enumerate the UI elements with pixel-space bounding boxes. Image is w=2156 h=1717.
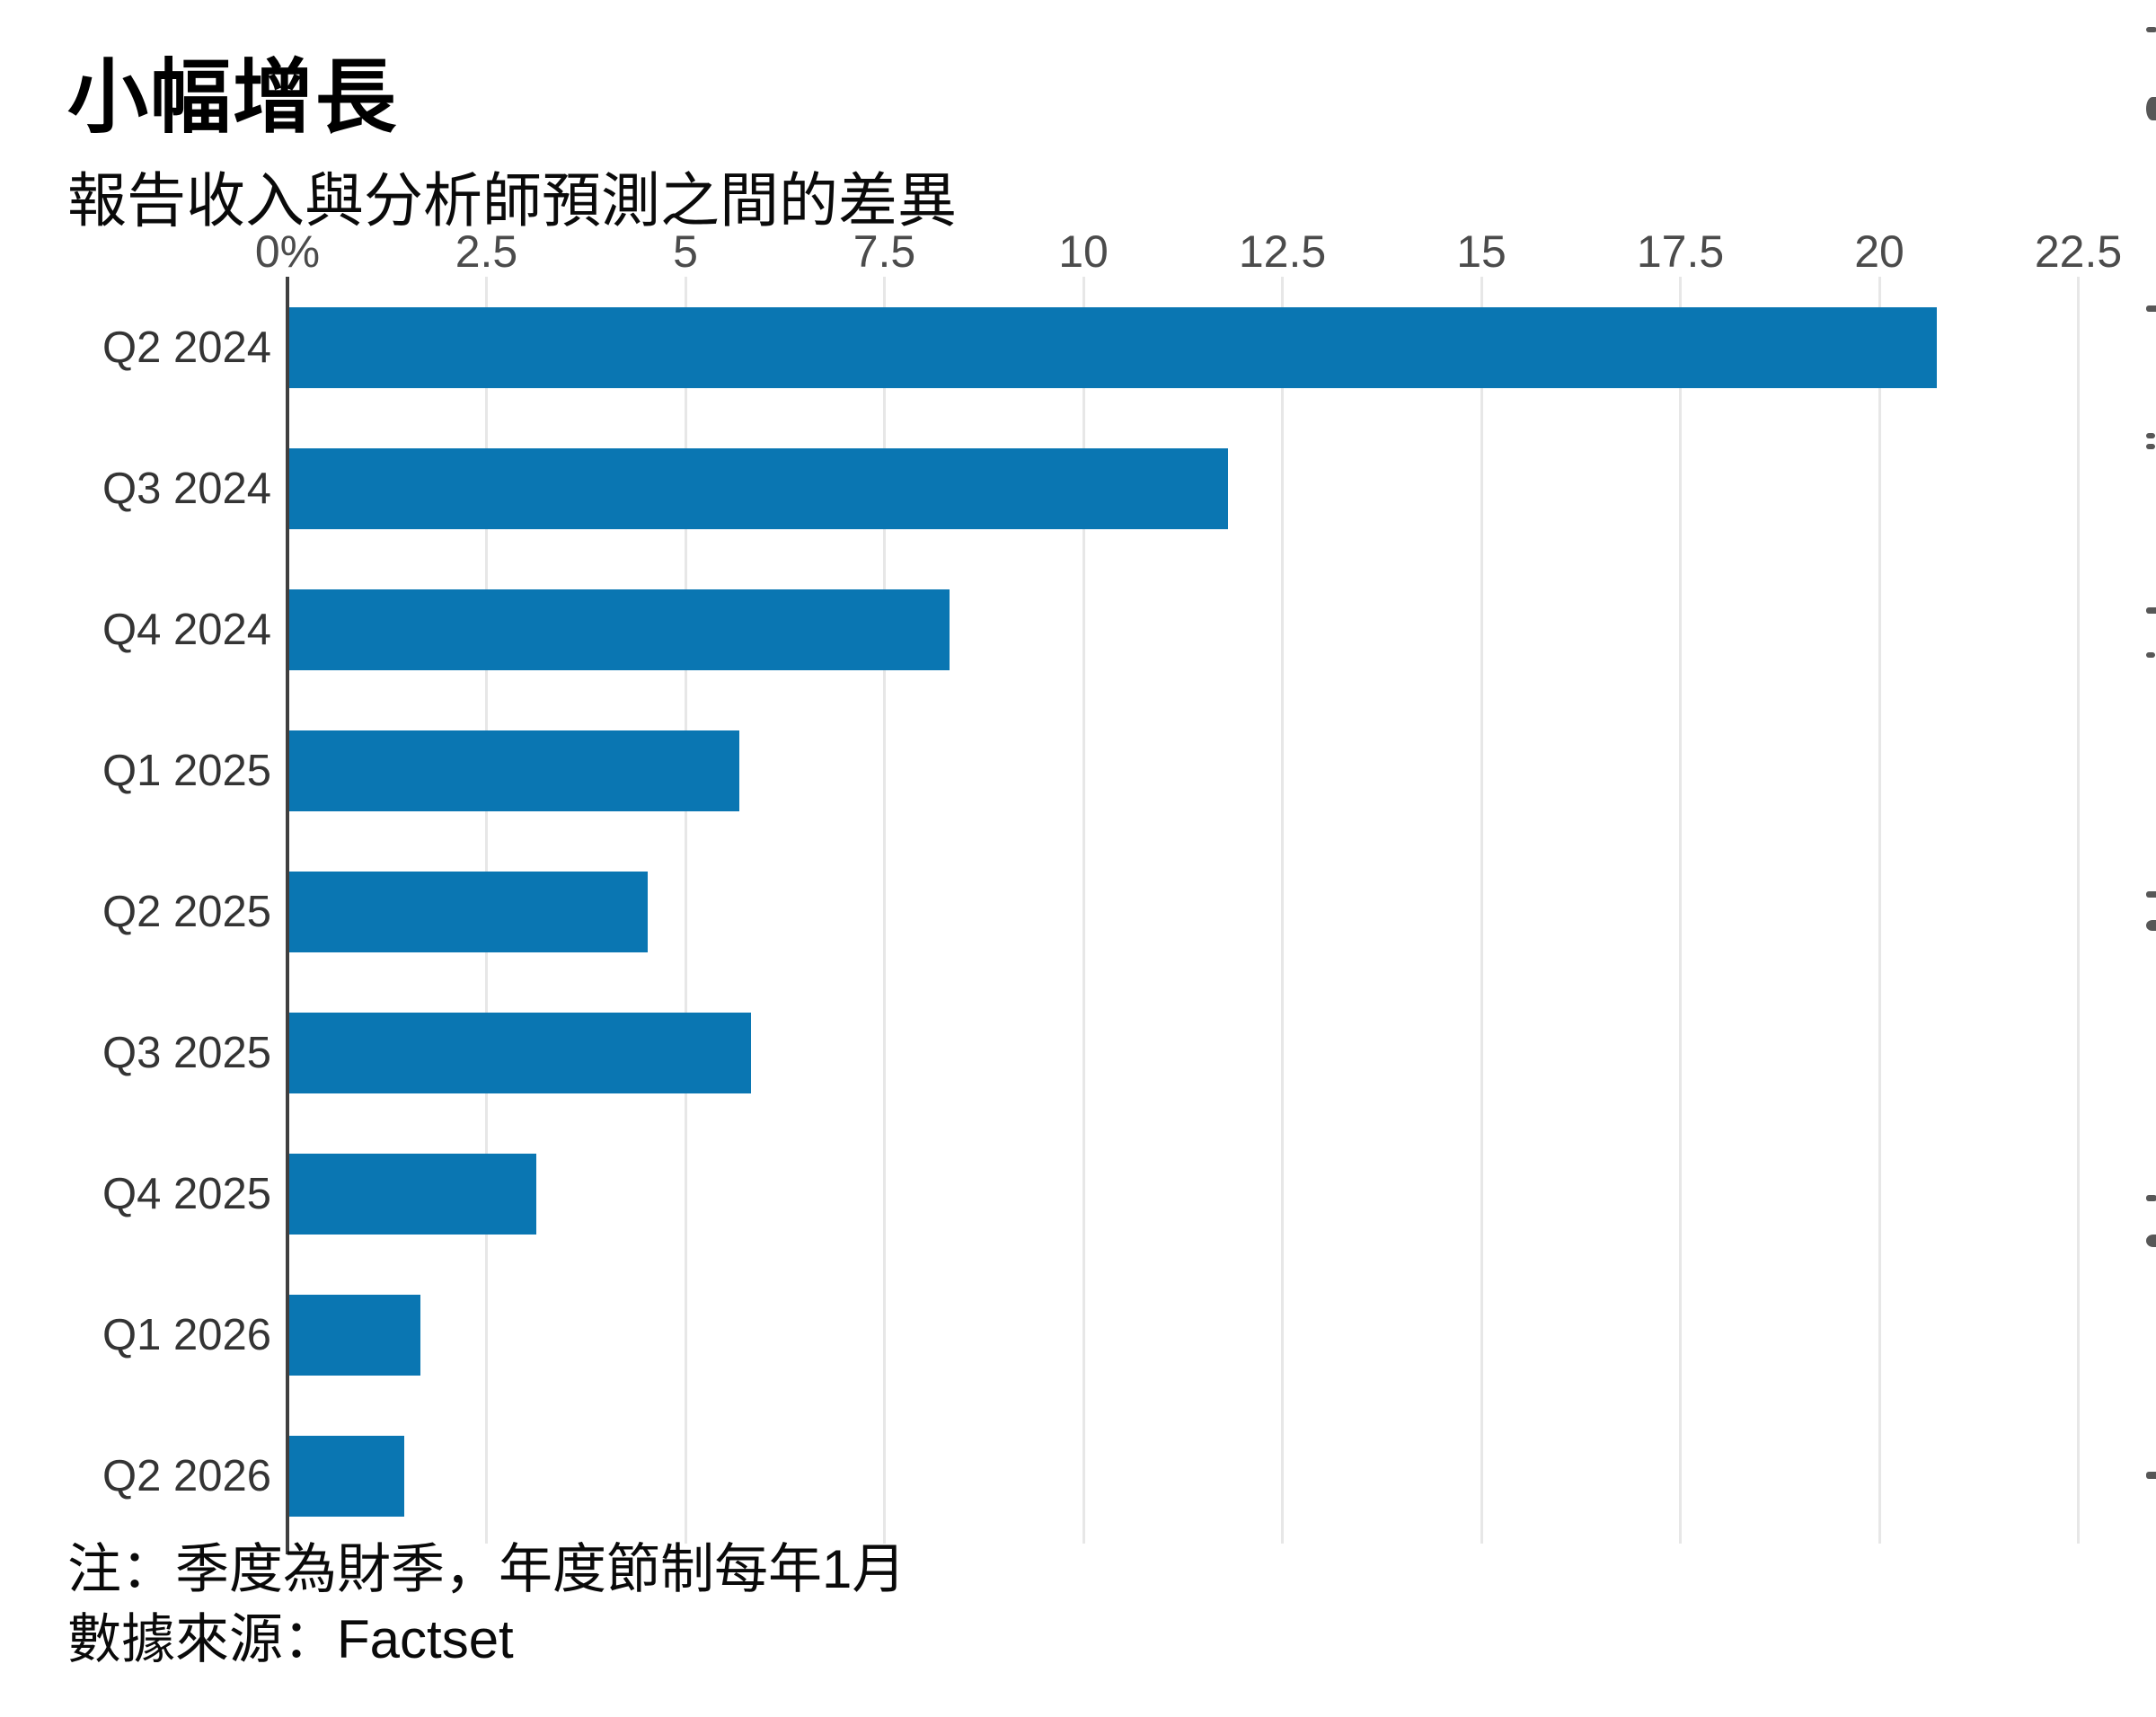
x-tick-label: 20 [1854, 226, 1904, 277]
category-label: Q2 2025 [102, 888, 271, 936]
category-label: Q1 2025 [102, 747, 271, 795]
x-tick-label: 5 [673, 226, 698, 277]
x-tick-label: 15 [1456, 226, 1507, 277]
edge-artifact [2146, 27, 2156, 32]
bar-q4-2024 [289, 589, 950, 670]
gridline [1480, 277, 1483, 1544]
edge-artifact [2146, 891, 2156, 898]
gridline [2077, 277, 2080, 1544]
chart-title: 小幅增長 [67, 53, 398, 143]
category-label: Q2 2024 [102, 323, 271, 372]
category-label: Q2 2026 [102, 1452, 271, 1500]
bar-q2-2026 [289, 1436, 404, 1517]
edge-artifact [2146, 433, 2155, 438]
x-tick-label: 12.5 [1238, 226, 1327, 277]
edge-artifact [2146, 444, 2155, 449]
category-label: Q4 2025 [102, 1170, 271, 1218]
chart-subtitle: 報告收入與分析師預測之間的差異 [67, 167, 957, 234]
gridline [1878, 277, 1881, 1544]
category-label: Q3 2024 [102, 465, 271, 513]
edge-artifact [2146, 1195, 2156, 1201]
gridline [883, 277, 886, 1544]
gridline [1281, 277, 1284, 1544]
x-tick-label: 17.5 [1636, 226, 1725, 277]
zero-axis-line [286, 277, 289, 1554]
x-tick-label: 7.5 [853, 226, 916, 277]
gridline [1082, 277, 1085, 1544]
x-tick-label: 22.5 [2034, 226, 2123, 277]
bar-q1-2026 [289, 1295, 420, 1376]
chart-source: 數據來源：Factset [67, 1609, 514, 1669]
bar-q2-2024 [289, 307, 1937, 388]
x-tick-label: 10 [1058, 226, 1109, 277]
gridline [1679, 277, 1682, 1544]
edge-artifact [2146, 97, 2156, 120]
edge-artifact [2146, 1472, 2156, 1479]
edge-artifact [2146, 305, 2156, 312]
x-tick-label: 0% [254, 226, 321, 277]
category-label: Q3 2025 [102, 1029, 271, 1077]
category-label: Q1 2026 [102, 1311, 271, 1359]
bar-q2-2025 [289, 872, 648, 952]
chart-note: 注：季度為財季，年度節制每年1月 [67, 1539, 906, 1599]
edge-artifact [2146, 1235, 2156, 1247]
bar-q3-2024 [289, 448, 1228, 529]
edge-artifact [2146, 920, 2156, 931]
category-label: Q4 2024 [102, 606, 271, 654]
bar-q3-2025 [289, 1013, 751, 1093]
bar-q4-2025 [289, 1154, 536, 1235]
bar-q1-2025 [289, 730, 739, 811]
gridline [684, 277, 687, 1544]
edge-artifact [2146, 652, 2155, 658]
x-tick-label: 2.5 [455, 226, 518, 277]
edge-artifact [2146, 607, 2156, 614]
